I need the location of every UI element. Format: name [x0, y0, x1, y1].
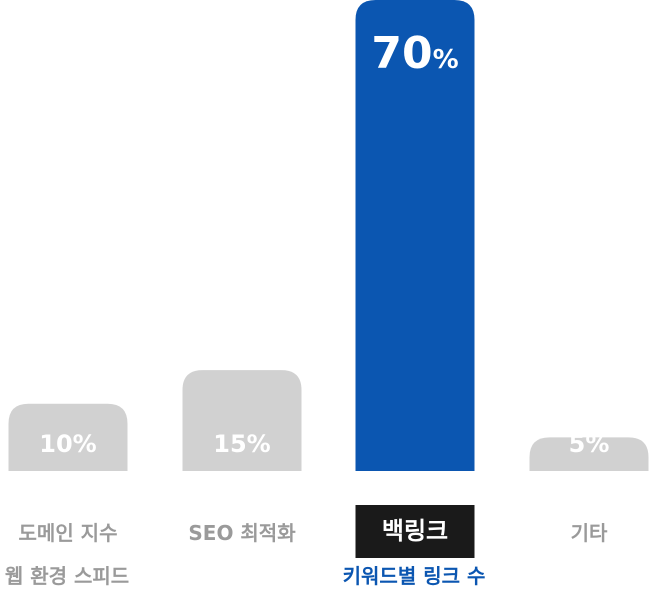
bar-value-backlink: 70% — [371, 28, 458, 79]
bar-value-number: 70 — [371, 28, 432, 79]
bar-value-etc: 5% — [569, 430, 610, 458]
category-labels-group: 도메인 지수 SEO 최적화 백링크 기타 — [19, 505, 608, 558]
bar-domain-index — [8, 403, 128, 471]
category-label-seo-optimization: SEO 최적화 — [188, 521, 296, 545]
category-label-etc: 기타 — [571, 521, 608, 545]
category-label-backlink: 백링크 — [382, 517, 448, 545]
bar-etc — [529, 437, 649, 471]
bar-value-seo-optimization: 15% — [213, 430, 270, 458]
sub-label-web-speed: 웹 환경 스피드 — [5, 564, 129, 588]
bar-seo-optimization — [182, 370, 302, 471]
category-label-domain-index: 도메인 지수 — [19, 521, 118, 545]
bar-value-percent-sign: % — [433, 45, 459, 75]
sub-label-keyword-links: 키워드별 링크 수 — [343, 564, 486, 588]
category-label-highlight-bg — [355, 505, 475, 558]
bar-value-domain-index: 10% — [39, 430, 96, 458]
bars-group: 10% 15% 70% 5% — [8, 0, 649, 471]
bar-backlink — [355, 0, 475, 471]
sub-labels-group: 웹 환경 스피드 키워드별 링크 수 — [5, 564, 486, 588]
